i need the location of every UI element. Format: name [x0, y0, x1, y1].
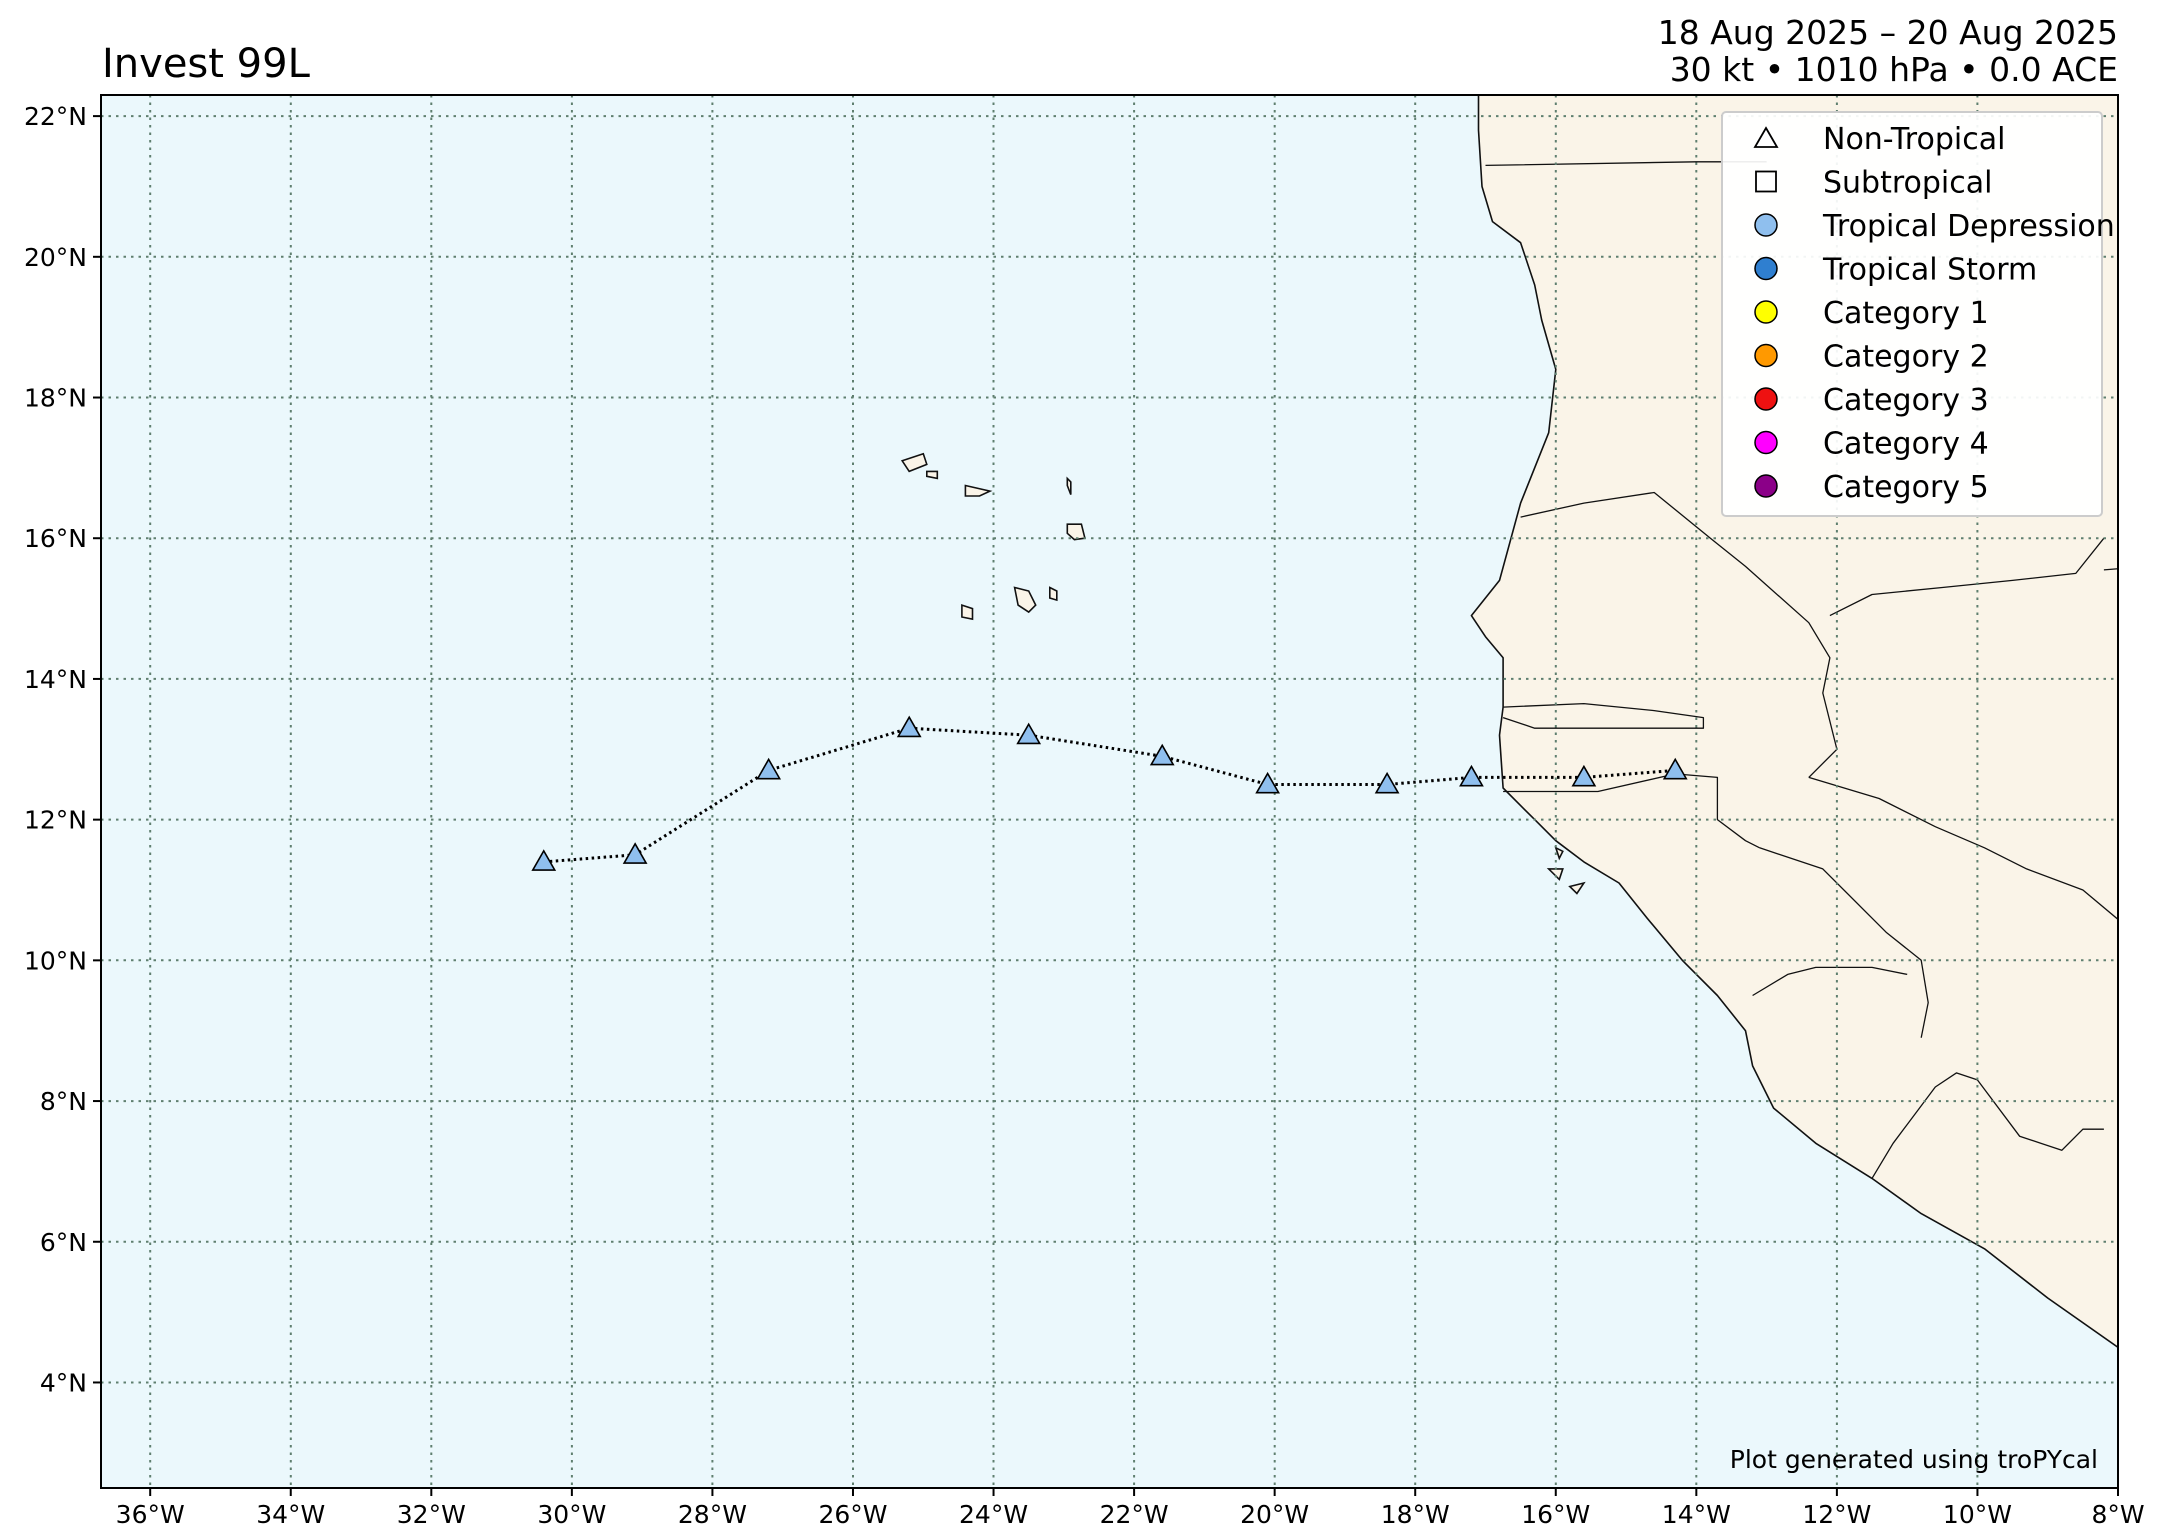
credit-text: Plot generated using troPYcal: [1730, 1445, 2098, 1474]
legend-item: Non-Tropical: [1753, 122, 2005, 157]
circle-marker-icon: [1754, 343, 1778, 368]
country-border: [1503, 773, 1760, 849]
legend-box: [1721, 111, 2103, 517]
lat-tick-label: 12°N: [24, 806, 87, 835]
circle-marker-icon: [1754, 430, 1778, 455]
legend-item: Subtropical: [1755, 166, 1992, 201]
lat-tick-label: 22°N: [24, 102, 87, 131]
lon-tick-label: 24°W: [959, 1500, 1028, 1529]
lon-tick-label: 20°W: [1240, 1500, 1309, 1529]
legend-item: Category 4: [1754, 427, 1989, 462]
track-point: [756, 757, 782, 780]
legend-label: Category 5: [1823, 470, 1989, 505]
legend-label: Category 4: [1823, 427, 1989, 462]
country-border: [1752, 966, 1908, 997]
lon-tick-label: 30°W: [537, 1500, 606, 1529]
country-border: [1808, 776, 2118, 921]
country-border: [1502, 702, 1705, 729]
legend-label: Non-Tropical: [1823, 122, 2005, 157]
circle-marker-icon: [1754, 474, 1778, 498]
legend-item: Tropical Storm: [1754, 253, 2037, 288]
track-point: [1662, 757, 1688, 780]
circle-marker-icon: [1754, 256, 1778, 281]
legend-label: Category 3: [1823, 383, 1989, 418]
lon-tick-label: 26°W: [818, 1500, 887, 1529]
track-point: [1459, 764, 1484, 787]
lon-tick-label: 12°W: [1802, 1500, 1871, 1529]
track-point: [1571, 764, 1597, 787]
island: [964, 484, 993, 497]
legend: Non-Tropical Subtropical Tropical Depressi…: [1721, 111, 2115, 517]
island: [900, 452, 928, 473]
track-point: [531, 849, 557, 871]
date-range: 18 Aug 2025 – 20 Aug 2025: [1658, 13, 2118, 52]
lat-tick-label: 14°N: [24, 665, 87, 694]
lon-tick-label: 8°W: [2091, 1500, 2144, 1529]
lat-tick-label: 10°N: [24, 946, 87, 975]
map-frame: [100, 94, 2119, 1489]
lat-tick-label: 18°N: [24, 384, 87, 413]
lon-tick-label: 32°W: [397, 1500, 466, 1529]
axis-ticks: 36°W 34°W 32°W 30°W 28°W 26°W 24°W 22°W 20°W 18°W…: [24, 102, 2145, 1529]
legend-item: Category 5: [1754, 470, 1989, 505]
circle-marker-icon: [1754, 387, 1778, 411]
legend-item: Tropical Depression: [1754, 209, 2115, 244]
track-point: [1374, 771, 1400, 794]
track-point: [1149, 743, 1175, 766]
island: [1554, 846, 1564, 861]
legend-label: Category 1: [1823, 296, 1989, 331]
island: [961, 603, 974, 621]
lat-tick-label: 4°N: [40, 1368, 87, 1397]
circle-marker-icon: [1754, 213, 1778, 237]
island: [1066, 476, 1072, 495]
lon-tick-label: 16°W: [1521, 1500, 1590, 1529]
country-border: [1759, 847, 1929, 1038]
legend-item: Category 3: [1754, 383, 1989, 418]
track-point: [1016, 722, 1042, 745]
circle-marker-icon: [1754, 300, 1778, 324]
country-border: [1520, 491, 1838, 778]
lat-tick-label: 6°N: [40, 1228, 87, 1257]
legend-item: Category 2: [1754, 340, 1989, 375]
storm-track: [531, 715, 1688, 871]
island: [1066, 523, 1086, 541]
lat-tick-label: 20°N: [24, 243, 87, 272]
storm-stats: 30 kt • 1010 hPa • 0.0 ACE: [1670, 50, 2118, 89]
legend-label: Tropical Storm: [1822, 253, 2037, 288]
lon-tick-label: 18°W: [1381, 1500, 1450, 1529]
island: [1049, 586, 1058, 602]
country-border: [2103, 568, 2118, 571]
map-title: Invest 99L: [102, 41, 311, 87]
track-point: [622, 842, 648, 864]
lon-tick-label: 14°W: [1662, 1500, 1731, 1529]
lat-tick-label: 16°N: [24, 524, 87, 553]
lon-tick-label: 36°W: [116, 1500, 185, 1529]
square-marker-icon: [1755, 170, 1777, 193]
lon-tick-label: 34°W: [256, 1500, 325, 1529]
lat-tick-label: 8°N: [40, 1087, 87, 1116]
legend-label: Category 2: [1823, 340, 1989, 375]
legend-item: Category 1: [1754, 296, 1989, 331]
track-point: [1255, 771, 1281, 794]
legend-label: Tropical Depression: [1822, 209, 2115, 244]
lon-tick-label: 10°W: [1943, 1500, 2012, 1529]
legend-label: Subtropical: [1823, 166, 1992, 201]
lon-tick-label: 28°W: [678, 1500, 747, 1529]
island: [1568, 881, 1586, 895]
lon-tick-label: 22°W: [1100, 1500, 1169, 1529]
island: [926, 470, 939, 480]
island: [1013, 586, 1037, 614]
track-point: [896, 715, 922, 738]
triangle-marker-icon: [1753, 126, 1779, 148]
